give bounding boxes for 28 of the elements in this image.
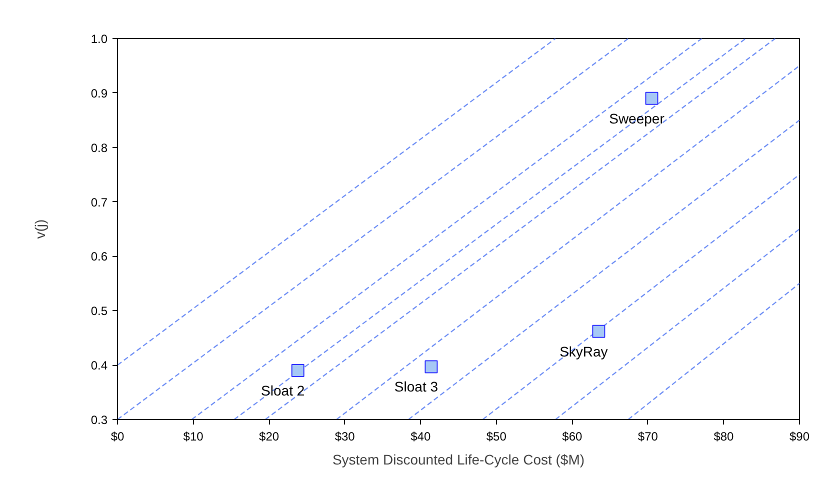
- y-tick-label: 0.6: [90, 250, 108, 264]
- annotation: Sweeper: [609, 110, 665, 126]
- y-tick-label: 0.9: [90, 86, 108, 100]
- x-tick-label: $10: [183, 430, 204, 444]
- x-tick-label: $60: [562, 430, 583, 444]
- y-tick-label: 0.5: [90, 304, 108, 318]
- x-tick-label: $70: [638, 430, 658, 444]
- y-tick-label: 0.4: [90, 358, 108, 373]
- point: [592, 324, 606, 338]
- annotation: Sloat 3: [394, 378, 438, 395]
- point: [645, 92, 658, 105]
- x-tick-label: $80: [714, 430, 734, 444]
- y-axis-title: v(j): [32, 219, 48, 239]
- annotation: SkyRay: [560, 343, 608, 360]
- x-tick-label: $0: [110, 430, 124, 444]
- x-tick-label: $20: [259, 430, 280, 444]
- y-tick-label: 1.0: [90, 32, 108, 46]
- x-tick-label: $40: [410, 430, 431, 444]
- y-tick-label: 0.7: [90, 195, 108, 210]
- y-tick-label: 0.3: [90, 413, 108, 427]
- y-tick-label: 0.8: [90, 140, 108, 155]
- x-tick-label: $30: [334, 430, 356, 444]
- x-tick-label: $50: [486, 430, 507, 444]
- x-tick-label: $90: [789, 430, 810, 444]
- x-axis-title: System Discounted Life-Cycle Cost ($M): [332, 452, 585, 468]
- point: [291, 364, 304, 378]
- point: [424, 360, 438, 374]
- annotation: Sloat 2: [261, 382, 305, 399]
